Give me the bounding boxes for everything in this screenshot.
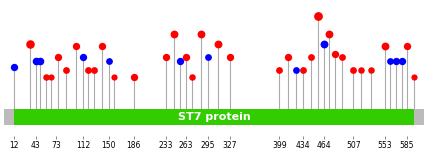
- Bar: [414, 109, 424, 125]
- Point: [300, 68, 307, 71]
- Point: [314, 14, 321, 17]
- Point: [11, 66, 18, 68]
- Point: [37, 59, 44, 62]
- Point: [215, 43, 222, 45]
- Point: [130, 76, 137, 78]
- Point: [85, 68, 92, 71]
- Point: [189, 76, 196, 78]
- Point: [73, 45, 80, 48]
- Point: [32, 59, 39, 62]
- Point: [387, 59, 394, 62]
- Point: [320, 43, 327, 45]
- Point: [80, 56, 86, 58]
- Point: [111, 76, 118, 78]
- Text: ST7 protein: ST7 protein: [178, 112, 250, 122]
- Point: [350, 68, 357, 71]
- Point: [307, 56, 314, 58]
- Point: [47, 76, 54, 78]
- Point: [170, 32, 177, 35]
- Point: [227, 56, 233, 58]
- Point: [338, 56, 345, 58]
- Point: [177, 59, 184, 62]
- Point: [393, 59, 400, 62]
- Point: [98, 45, 105, 48]
- Point: [183, 56, 190, 58]
- Point: [293, 68, 300, 71]
- Point: [162, 56, 169, 58]
- Point: [43, 76, 49, 78]
- Point: [326, 32, 333, 35]
- Point: [197, 32, 204, 35]
- Point: [105, 59, 112, 62]
- Point: [368, 68, 375, 71]
- Point: [276, 68, 283, 71]
- Point: [357, 68, 364, 71]
- Point: [205, 56, 212, 58]
- Point: [63, 68, 70, 71]
- Point: [54, 56, 61, 58]
- Bar: [4, 109, 15, 125]
- Point: [27, 43, 34, 45]
- Point: [90, 68, 97, 71]
- Point: [381, 45, 388, 48]
- Bar: [15, 109, 414, 125]
- Point: [399, 59, 405, 62]
- Point: [332, 53, 338, 55]
- Point: [285, 56, 292, 58]
- Point: [403, 45, 410, 48]
- Point: [410, 76, 417, 78]
